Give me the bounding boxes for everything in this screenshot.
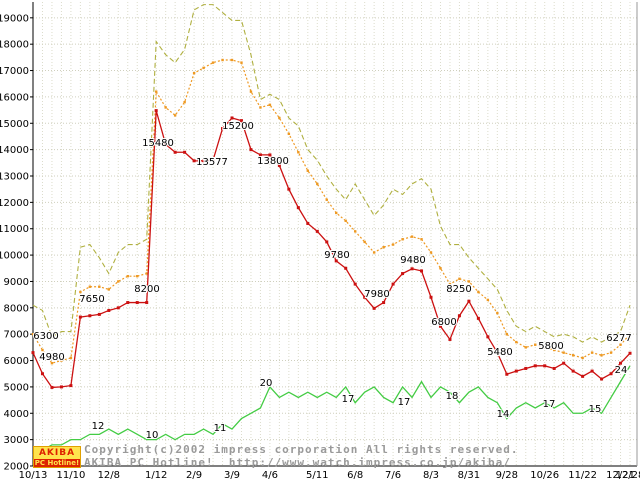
min-price-point-label: 6277 <box>606 333 631 344</box>
grid <box>33 2 637 466</box>
shop-count-point-label: 20 <box>260 378 273 389</box>
x-axis-label: 10/13 <box>19 470 48 480</box>
shop-count-point-label: 14 <box>497 409 510 420</box>
y-axis-label: 12000 <box>0 198 29 209</box>
min-price-point-label: 4980 <box>39 352 64 363</box>
shop-count-point-label: 17 <box>398 397 411 408</box>
y-axis-label: 19000 <box>0 13 29 24</box>
y-axis-label: 13000 <box>0 172 29 183</box>
logo-akiba-text: AKIBA <box>34 447 80 459</box>
min-price-point-label: 5480 <box>487 347 512 358</box>
avg-price-line <box>32 59 631 364</box>
y-axis-label: 8000 <box>4 303 29 314</box>
y-axis-label: 14000 <box>0 145 29 156</box>
min-price-point-label: 5800 <box>538 341 563 352</box>
shop-count-point-label: 17 <box>543 399 556 410</box>
min-price-point-label: 13800 <box>257 156 289 167</box>
y-axis-label: 16000 <box>0 92 29 103</box>
x-axis-label: 12/8 <box>98 470 120 480</box>
shop-count-point-label: 11 <box>214 423 227 434</box>
logo-hotline-text: PC Hotline! <box>34 459 80 467</box>
min-price-point-label: 8200 <box>134 284 159 295</box>
x-axis-label: 6/8 <box>347 470 363 480</box>
y-axis-label: 7000 <box>4 330 29 341</box>
x-axis-label: 3/9 <box>224 470 240 480</box>
x-axis-label: 5/11 <box>306 470 328 480</box>
min-price-markers <box>31 109 632 389</box>
y-axis-label: 10000 <box>0 251 29 262</box>
y-axis-label: 6000 <box>4 356 29 367</box>
max-price-line <box>32 4 631 343</box>
y-axis-label: 4000 <box>4 409 29 420</box>
min-price-point-label: 7650 <box>79 294 104 305</box>
y-axis-label: 9000 <box>4 277 29 288</box>
shop-count-point-label: 15 <box>589 404 602 415</box>
x-axis-label: 2/9 <box>186 470 202 480</box>
min-price-point-label: 9780 <box>324 250 349 261</box>
shop-count-point-label: 12 <box>92 421 105 432</box>
min-price-point-label: 6800 <box>431 317 456 328</box>
min-price-point-label: 8250 <box>446 284 471 295</box>
x-axis-label: 1/12 <box>145 470 167 480</box>
min-price-point-label: 7980 <box>364 289 389 300</box>
x-axis-label: 8/3 <box>423 470 439 480</box>
y-axis-label: 11000 <box>0 224 29 235</box>
shop-count-point-label: 10 <box>146 430 159 441</box>
min-price-point-label: 13577 <box>196 157 228 168</box>
x-axis-label: 11/22 <box>568 470 597 480</box>
y-axis-label: 3000 <box>4 435 29 446</box>
y-axis-label: 5000 <box>4 382 29 393</box>
point-labels: 6300 4980 7650 8200 15480 13577 15200 13800 9780… <box>32 120 632 457</box>
min-price-point-label: 15200 <box>222 121 254 132</box>
x-axis-label: 12/21 <box>606 470 635 480</box>
min-price-point-label: 9480 <box>400 255 425 266</box>
x-axis-label: 9/28 <box>496 470 518 480</box>
x-axis-label: 7/6 <box>385 470 401 480</box>
akiba-pc-hotline-logo: AKIBA PC Hotline! <box>33 446 81 468</box>
min-price-point-label: 15480 <box>142 138 174 149</box>
copyright-line2: AKIBA PC Hotline! http://www.watch.impre… <box>84 456 511 469</box>
x-axis-label: 12/28 <box>616 470 640 480</box>
y-axis-label: 2000 <box>4 462 29 473</box>
shop-count-point-label: 18 <box>446 391 459 402</box>
x-axis-label: 10/26 <box>530 470 559 480</box>
x-axis-label: 4/6 <box>262 470 278 480</box>
y-axis-label: 15000 <box>0 119 29 130</box>
x-axis-label: 8/31 <box>458 470 480 480</box>
y-axis-label: 17000 <box>0 66 29 77</box>
y-axis-label: 18000 <box>0 40 29 51</box>
x-axis-label: 11/10 <box>56 470 85 480</box>
min-price-point-label: 6300 <box>33 331 58 342</box>
min-price-line <box>32 110 631 389</box>
shop-count-point-label: 24 <box>615 365 628 376</box>
avg-price-markers <box>31 58 632 365</box>
shop-count-point-label: 17 <box>342 394 355 405</box>
copyright-line1: Copyright(c)2002 impress corporation All… <box>84 443 519 456</box>
shop-count-line <box>32 365 631 457</box>
